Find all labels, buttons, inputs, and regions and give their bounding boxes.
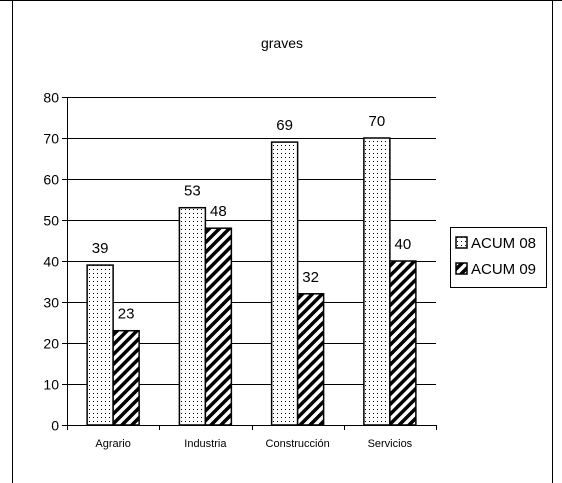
y-axis: 0 10 20 30 40 50 60 70 80 bbox=[43, 90, 68, 434]
y-tick-label: 50 bbox=[43, 213, 59, 229]
bar-acum-08-industria bbox=[178, 206, 207, 426]
y-tick-label: 40 bbox=[43, 254, 59, 270]
bar-acum-08-agrario bbox=[86, 264, 114, 426]
data-label: 48 bbox=[210, 203, 227, 220]
bars: 39 23 53 48 69 32 70 40 bbox=[86, 113, 417, 426]
data-label: 39 bbox=[92, 240, 109, 257]
bar-acum-09-agrario bbox=[112, 329, 140, 426]
y-tick-label: 60 bbox=[43, 172, 59, 188]
data-label: 53 bbox=[184, 183, 201, 200]
x-axis: Agrario Industria Construcción Servicios bbox=[67, 425, 437, 450]
y-tick-label: 70 bbox=[43, 131, 59, 147]
data-label: 69 bbox=[276, 117, 293, 134]
y-tick-label: 0 bbox=[51, 418, 59, 434]
legend: ACUM 08 ACUM 09 bbox=[450, 227, 547, 288]
data-label: 23 bbox=[118, 306, 135, 323]
y-tick-label: 10 bbox=[43, 377, 59, 393]
legend-swatch bbox=[455, 236, 468, 249]
y-tick-label: 30 bbox=[43, 295, 59, 311]
bar-acum-09-industria bbox=[204, 227, 233, 426]
legend-label: ACUM 09 bbox=[471, 261, 536, 278]
bar-acum-08-servicios bbox=[363, 137, 391, 426]
bar-acum-09-construcción bbox=[296, 293, 325, 426]
y-tick-label: 20 bbox=[43, 336, 59, 352]
legend-swatch bbox=[455, 262, 468, 275]
data-label: 32 bbox=[302, 269, 319, 286]
bar-acum-09-servicios bbox=[389, 260, 417, 426]
data-label: 70 bbox=[369, 113, 386, 130]
x-tick-label: Agrario bbox=[95, 438, 130, 450]
legend-label: ACUM 08 bbox=[471, 235, 536, 252]
bar-acum-08-construcción bbox=[270, 141, 299, 426]
data-label: 40 bbox=[395, 236, 412, 253]
x-tick-label: Industria bbox=[184, 438, 227, 450]
x-tick-label: Construcción bbox=[266, 438, 330, 450]
x-tick-label: Servicios bbox=[368, 438, 413, 450]
y-tick-label: 80 bbox=[43, 90, 59, 106]
chart-title: graves bbox=[261, 35, 303, 51]
